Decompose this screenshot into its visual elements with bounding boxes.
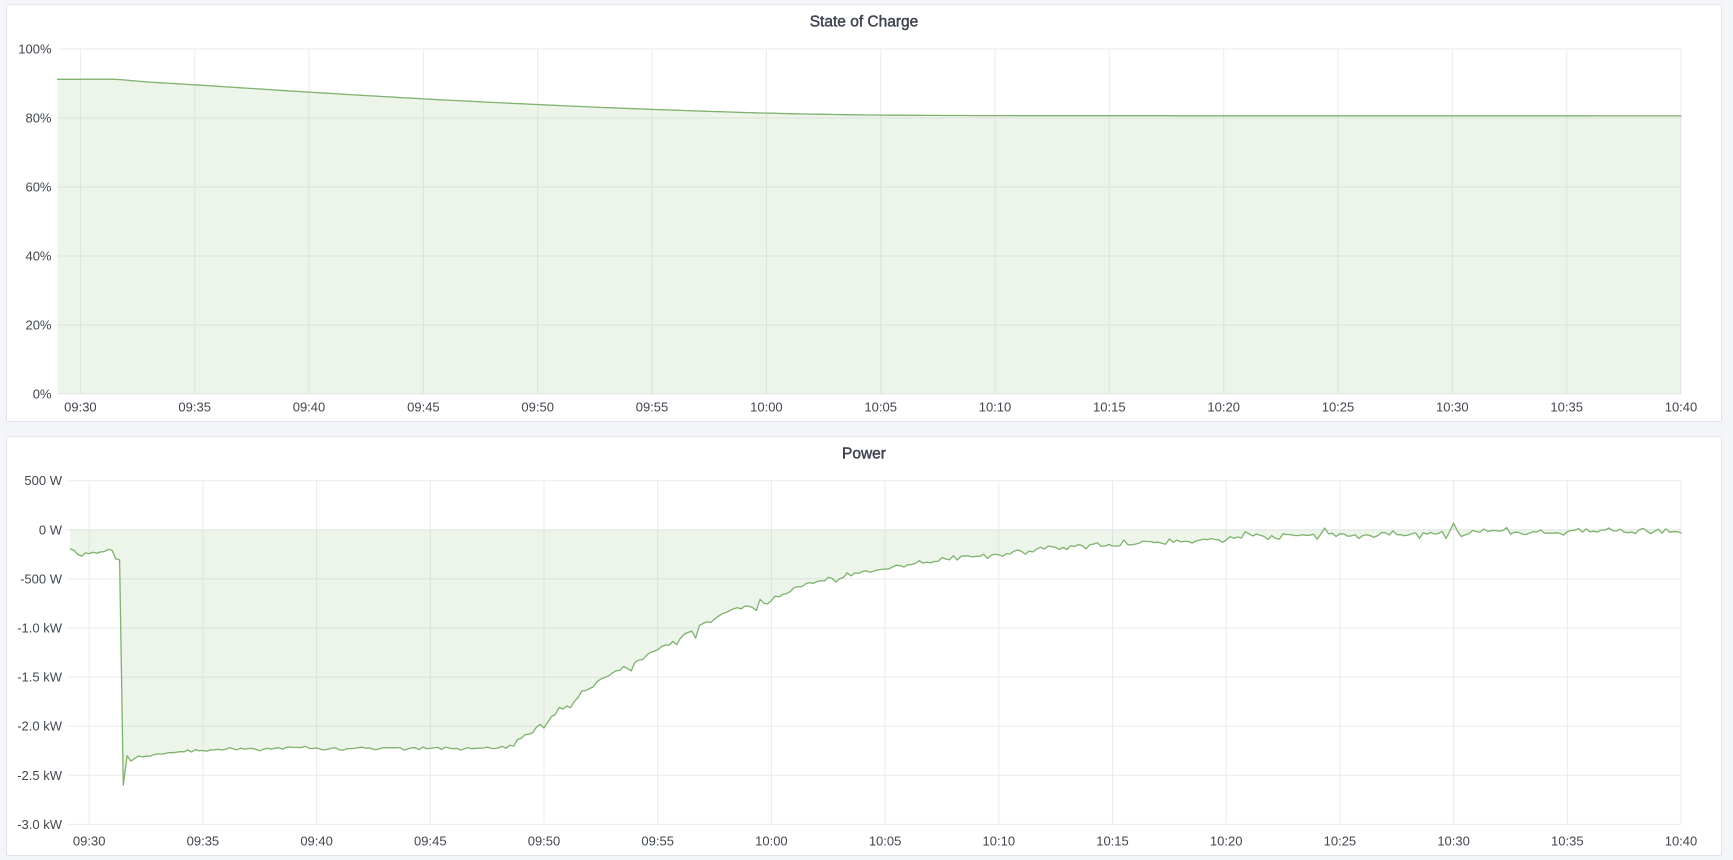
svg-text:09:35: 09:35 bbox=[187, 834, 220, 849]
svg-text:10:05: 10:05 bbox=[864, 400, 897, 415]
svg-text:-1.0 kW: -1.0 kW bbox=[17, 621, 63, 636]
svg-text:-2.0 kW: -2.0 kW bbox=[17, 719, 63, 734]
svg-text:10:20: 10:20 bbox=[1207, 400, 1240, 415]
svg-text:State of Charge: State of Charge bbox=[810, 14, 919, 31]
svg-text:09:35: 09:35 bbox=[178, 400, 211, 415]
svg-text:09:40: 09:40 bbox=[293, 400, 326, 415]
svg-text:20%: 20% bbox=[25, 318, 51, 333]
svg-text:09:50: 09:50 bbox=[528, 834, 561, 849]
svg-text:0%: 0% bbox=[33, 387, 52, 402]
svg-text:09:55: 09:55 bbox=[636, 400, 669, 415]
svg-text:10:35: 10:35 bbox=[1551, 834, 1584, 849]
svg-text:09:30: 09:30 bbox=[73, 834, 106, 849]
svg-text:Power: Power bbox=[842, 446, 886, 463]
svg-text:09:50: 09:50 bbox=[521, 400, 554, 415]
svg-text:10:15: 10:15 bbox=[1096, 834, 1129, 849]
svg-text:09:40: 09:40 bbox=[300, 834, 333, 849]
svg-text:10:35: 10:35 bbox=[1550, 400, 1583, 415]
svg-text:-2.5 kW: -2.5 kW bbox=[17, 768, 63, 783]
svg-text:-500 W: -500 W bbox=[20, 571, 63, 586]
svg-text:80%: 80% bbox=[25, 111, 51, 126]
svg-text:10:10: 10:10 bbox=[983, 834, 1016, 849]
svg-text:10:00: 10:00 bbox=[750, 400, 783, 415]
svg-text:10:25: 10:25 bbox=[1322, 400, 1355, 415]
svg-text:500 W: 500 W bbox=[24, 473, 62, 488]
svg-text:09:55: 09:55 bbox=[641, 834, 674, 849]
svg-text:10:25: 10:25 bbox=[1324, 834, 1357, 849]
svg-text:-3.0 kW: -3.0 kW bbox=[17, 817, 63, 832]
svg-text:60%: 60% bbox=[25, 180, 51, 195]
svg-text:10:10: 10:10 bbox=[979, 400, 1012, 415]
svg-text:09:45: 09:45 bbox=[407, 400, 440, 415]
svg-text:0 W: 0 W bbox=[39, 522, 63, 537]
svg-text:10:30: 10:30 bbox=[1436, 400, 1469, 415]
svg-text:09:30: 09:30 bbox=[64, 400, 97, 415]
svg-text:10:30: 10:30 bbox=[1437, 834, 1470, 849]
svg-text:10:20: 10:20 bbox=[1210, 834, 1243, 849]
svg-text:-1.5 kW: -1.5 kW bbox=[17, 670, 63, 685]
svg-text:10:40: 10:40 bbox=[1665, 834, 1698, 849]
svg-text:09:45: 09:45 bbox=[414, 834, 447, 849]
svg-text:10:00: 10:00 bbox=[755, 834, 788, 849]
svg-text:10:05: 10:05 bbox=[869, 834, 902, 849]
svg-text:10:15: 10:15 bbox=[1093, 400, 1126, 415]
svg-text:10:40: 10:40 bbox=[1665, 400, 1698, 415]
svg-text:40%: 40% bbox=[25, 249, 51, 264]
svg-text:100%: 100% bbox=[18, 42, 52, 57]
